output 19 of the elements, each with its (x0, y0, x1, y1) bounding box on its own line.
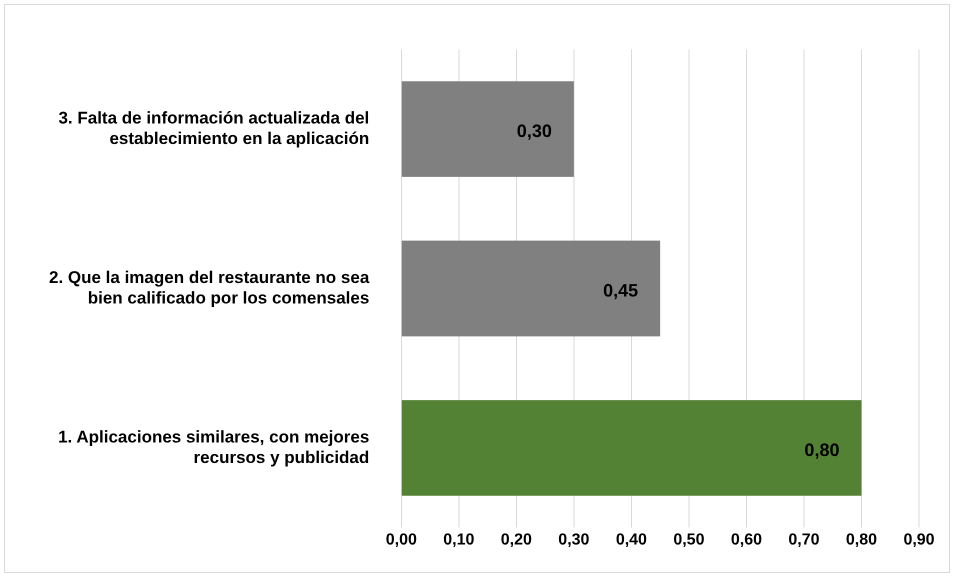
y-tick-label: 2. Que la imagen del restaurante no sea bien calificado por los comensales (48, 268, 370, 308)
y-tick-label: 1. Aplicaciones similares, con mejores recursos y publicidad (58, 427, 370, 467)
data-label: 0,45 (603, 280, 638, 300)
x-tick-label: 0,60 (730, 532, 762, 549)
y-tick-label: 3. Falta de información actualizada del establecimiento en la aplicación (58, 108, 370, 148)
data-label: 0,30 (516, 121, 552, 142)
x-tick-label: 0,10 (443, 532, 474, 549)
data-label: 0,80 (804, 440, 840, 460)
x-tick-label: 0,70 (788, 532, 820, 549)
bar (402, 400, 862, 496)
x-tick-label: 0,20 (500, 532, 532, 549)
x-tick-label: 0,50 (673, 532, 705, 549)
x-tick-label: 0,90 (903, 532, 935, 549)
bar (402, 240, 660, 336)
x-tick-label: 0,30 (558, 532, 590, 549)
x-tick-label: 0,40 (616, 532, 648, 549)
bar (402, 81, 574, 177)
x-tick-label: 0,00 (386, 532, 417, 549)
x-tick-label: 0,80 (846, 532, 878, 549)
